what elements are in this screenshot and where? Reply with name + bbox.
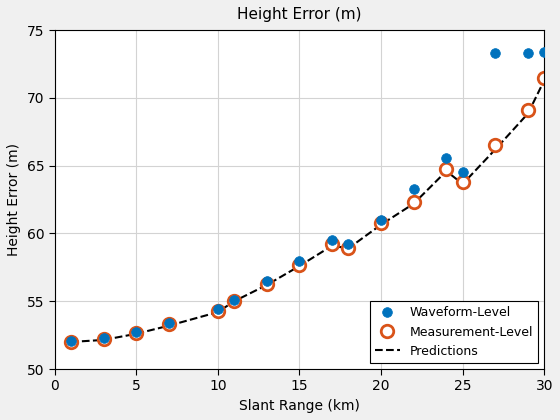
Predictions xyxy=(329,243,335,248)
Measurement-Level xyxy=(443,167,450,172)
Measurement-Level xyxy=(263,281,270,286)
Measurement-Level xyxy=(214,308,221,313)
Predictions xyxy=(410,201,417,206)
Predictions xyxy=(133,331,139,336)
X-axis label: Slant Range (km): Slant Range (km) xyxy=(239,399,360,413)
Waveform-Level xyxy=(214,307,221,312)
Waveform-Level xyxy=(68,338,74,343)
Measurement-Level xyxy=(410,200,417,205)
Waveform-Level xyxy=(410,186,417,191)
Predictions xyxy=(165,323,172,328)
Predictions xyxy=(541,78,548,83)
Waveform-Level xyxy=(443,155,450,160)
Predictions xyxy=(492,147,499,152)
Legend: Waveform-Level, Measurement-Level, Predictions: Waveform-Level, Measurement-Level, Predi… xyxy=(370,301,538,363)
Measurement-Level xyxy=(296,263,303,268)
Measurement-Level xyxy=(68,339,74,344)
Measurement-Level xyxy=(329,242,335,247)
Waveform-Level xyxy=(165,320,172,326)
Waveform-Level xyxy=(263,278,270,284)
Waveform-Level xyxy=(296,258,303,263)
Predictions xyxy=(459,181,466,186)
Waveform-Level xyxy=(492,50,499,55)
Waveform-Level xyxy=(525,50,531,55)
Predictions xyxy=(68,339,74,344)
Predictions xyxy=(214,310,221,315)
Measurement-Level xyxy=(459,179,466,184)
Line: Measurement-Level: Measurement-Level xyxy=(64,71,550,348)
Waveform-Level xyxy=(459,170,466,175)
Measurement-Level xyxy=(345,245,352,250)
Measurement-Level xyxy=(133,331,139,336)
Waveform-Level xyxy=(377,218,384,223)
Waveform-Level xyxy=(329,238,335,243)
Measurement-Level xyxy=(377,220,384,225)
Measurement-Level xyxy=(525,108,531,113)
Predictions xyxy=(377,222,384,227)
Line: Predictions: Predictions xyxy=(71,80,544,342)
Measurement-Level xyxy=(541,75,548,80)
Measurement-Level xyxy=(100,337,107,342)
Predictions xyxy=(100,337,107,342)
Predictions xyxy=(525,111,531,116)
Predictions xyxy=(231,299,237,304)
Measurement-Level xyxy=(492,143,499,148)
Waveform-Level xyxy=(345,242,352,247)
Waveform-Level xyxy=(231,297,237,302)
Predictions xyxy=(296,263,303,268)
Predictions xyxy=(443,168,450,173)
Measurement-Level xyxy=(165,322,172,327)
Predictions xyxy=(263,283,270,288)
Predictions xyxy=(345,246,352,251)
Waveform-Level xyxy=(133,329,139,334)
Waveform-Level xyxy=(541,49,548,54)
Title: Height Error (m): Height Error (m) xyxy=(237,7,362,22)
Waveform-Level xyxy=(100,336,107,341)
Measurement-Level xyxy=(231,298,237,303)
Line: Waveform-Level: Waveform-Level xyxy=(66,47,549,346)
Y-axis label: Height Error (m): Height Error (m) xyxy=(7,143,21,256)
